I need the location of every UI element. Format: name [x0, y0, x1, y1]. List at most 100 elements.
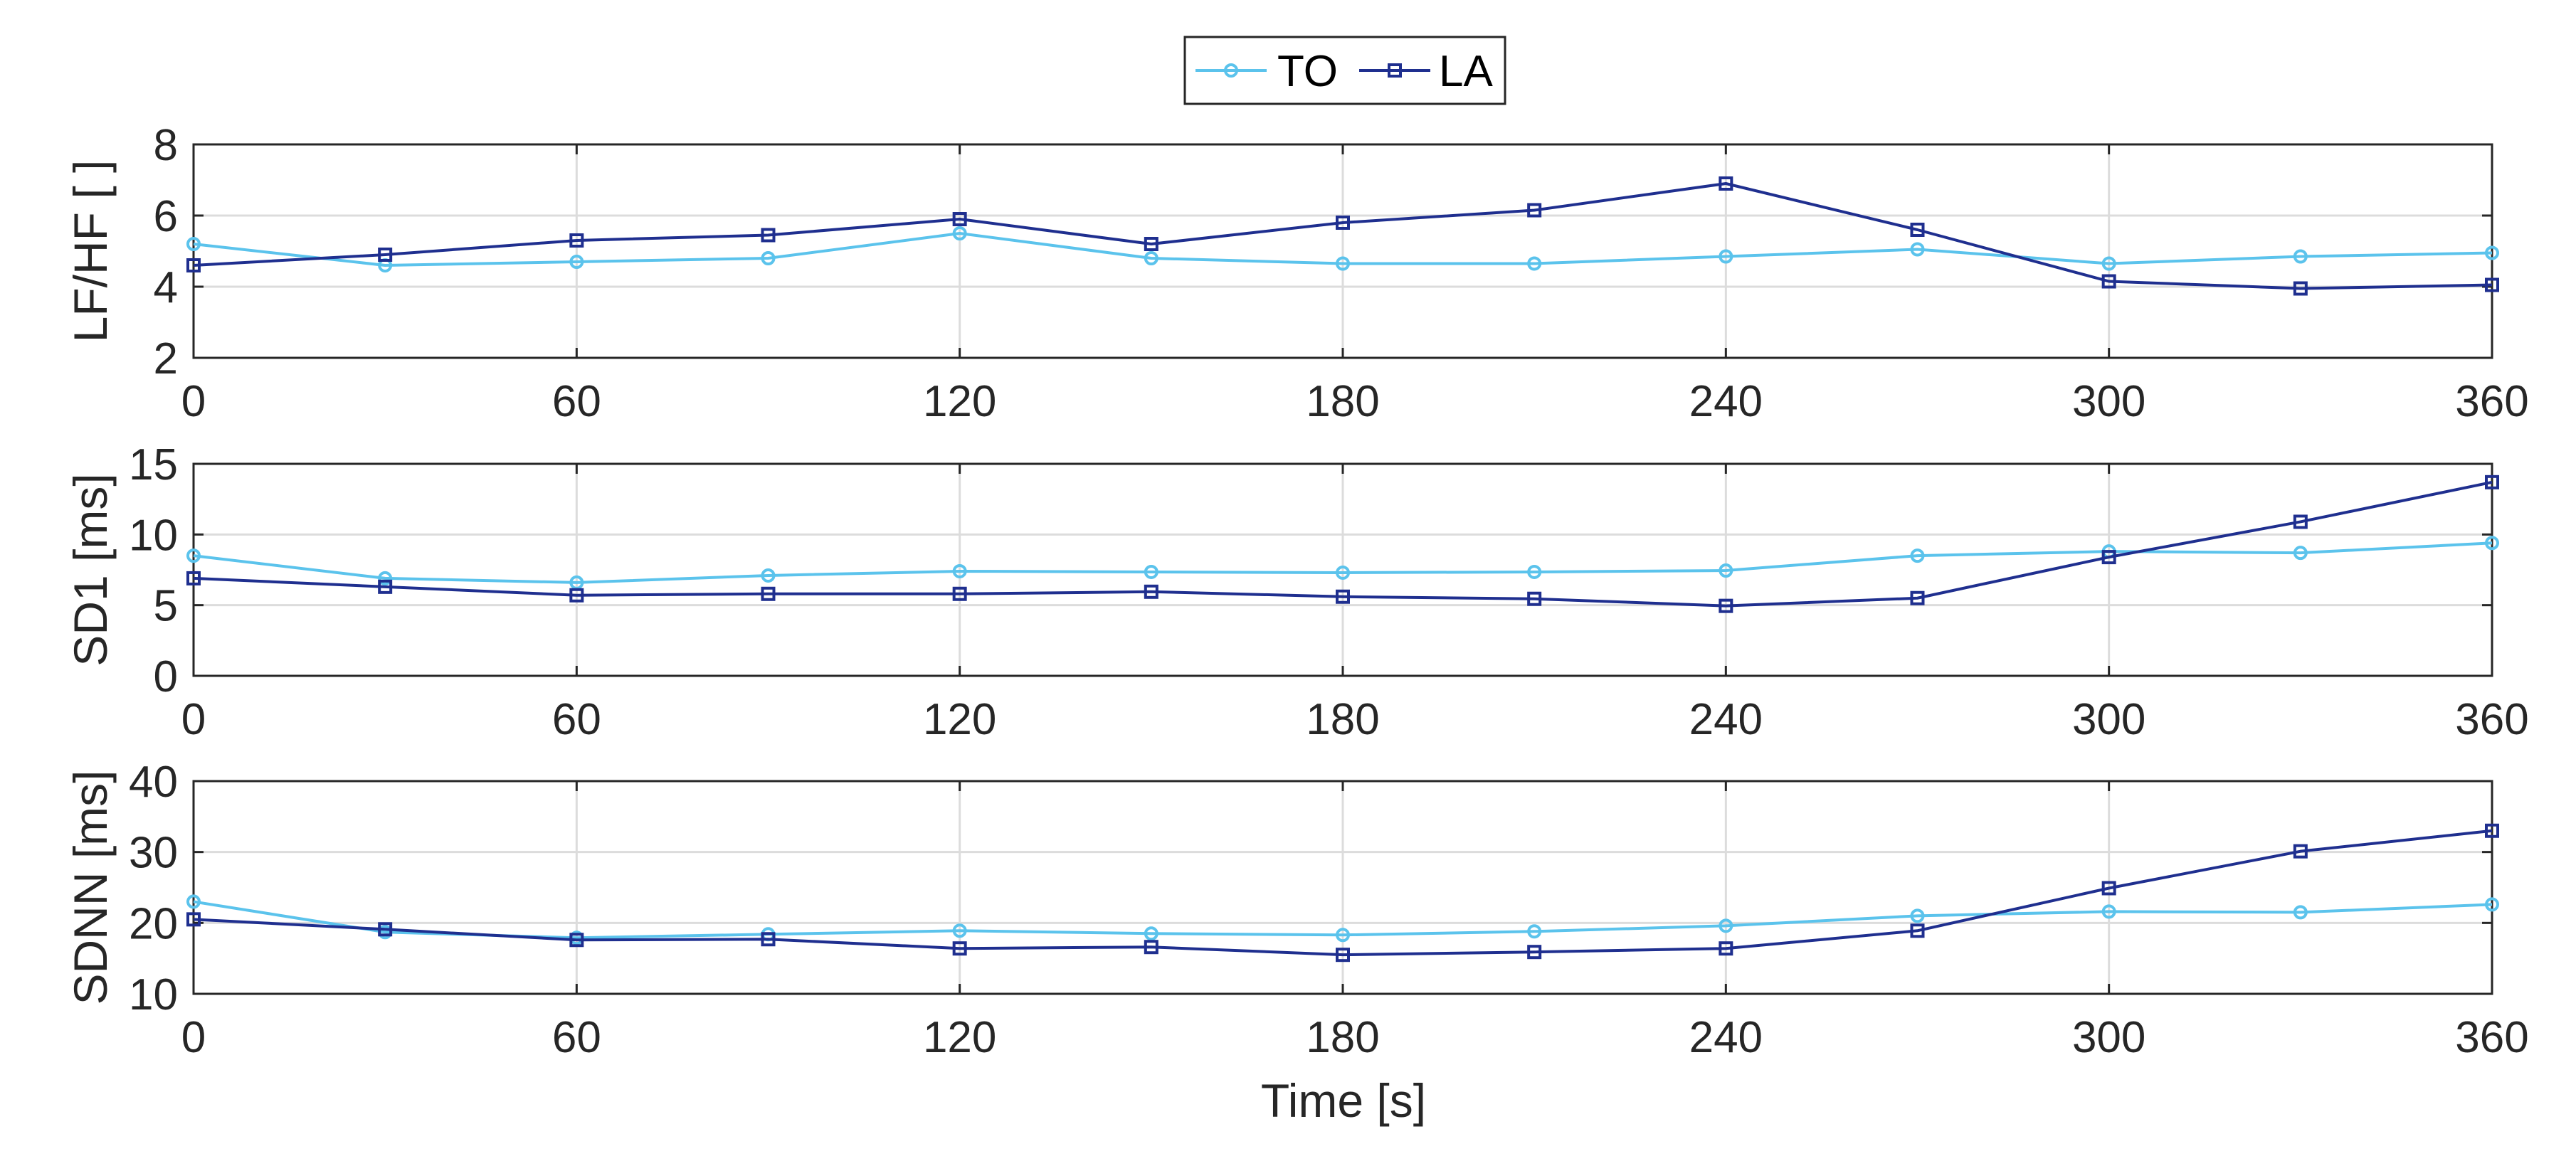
data-point-to: [186, 237, 201, 251]
y-tick-label: 4: [154, 263, 178, 312]
data-point-to: [952, 563, 967, 578]
data-point-to: [1527, 924, 1542, 939]
data-point-la: [1336, 589, 1350, 604]
data-point-la: [1719, 941, 1733, 956]
data-point-la: [2101, 550, 2116, 565]
data-point-to: [1910, 242, 1925, 257]
legend-marker-la: [1388, 63, 1402, 78]
data-point-to: [1719, 563, 1733, 578]
y-tick-label: 20: [129, 899, 178, 948]
panel-lf-hf: 0 60 120 180 240 300 360 2 4 6 8 LF/HF [ ]: [64, 121, 2529, 426]
y-tick-label: 8: [154, 121, 178, 170]
data-point-to: [2485, 245, 2499, 260]
data-point-la: [1527, 945, 1542, 960]
data-point-to: [2293, 249, 2308, 264]
data-point-to: [2101, 904, 2116, 919]
y-tick-label: 0: [154, 652, 178, 701]
data-point-to: [1910, 548, 1925, 563]
data-point-la: [1910, 223, 1925, 237]
data-point-la: [2101, 274, 2116, 289]
x-tick-label: 60: [552, 1013, 601, 1062]
legend: TO LA: [1183, 36, 1506, 105]
series-line-la: [193, 829, 2493, 957]
data-point-to: [1719, 249, 1733, 264]
data-point-to: [1336, 565, 1350, 580]
data-point-to: [2101, 256, 2116, 271]
data-point-to: [186, 548, 201, 563]
data-point-to: [1910, 908, 1925, 923]
x-tick-label: 180: [1306, 377, 1379, 426]
data-point-to: [186, 894, 201, 909]
data-point-la: [1336, 948, 1350, 963]
data-point-to: [1144, 251, 1158, 265]
data-point-to: [1144, 926, 1158, 941]
data-point-la: [378, 922, 393, 937]
data-point-to: [2293, 905, 2308, 920]
data-point-la: [952, 586, 967, 601]
x-tick-label: 180: [1306, 1013, 1379, 1062]
data-point-to: [1719, 918, 1733, 933]
data-point-la: [378, 579, 393, 594]
data-point-to: [1336, 256, 1350, 271]
x-tick-label: 360: [2455, 1013, 2528, 1062]
data-point-la: [569, 588, 584, 603]
y-tick-label: 6: [154, 192, 178, 241]
data-point-to: [1336, 928, 1350, 943]
x-tick-label: 360: [2455, 695, 2528, 744]
series-line-to: [193, 900, 2493, 940]
data-point-la: [2293, 281, 2308, 296]
x-tick-label: 300: [2072, 1013, 2145, 1062]
data-point-to: [761, 568, 776, 583]
x-tick-label: 300: [2072, 377, 2145, 426]
y-tick-label: 5: [154, 582, 178, 631]
data-point-la: [2293, 514, 2308, 529]
data-point-to: [569, 255, 584, 269]
legend-label-to: TO: [1277, 47, 1338, 96]
y-axis-label: LF/HF [ ]: [64, 160, 117, 343]
data-point-la: [1719, 598, 1733, 613]
data-point-la: [1910, 923, 1925, 938]
y-tick-label: 40: [129, 758, 178, 807]
data-point-to: [2485, 536, 2499, 551]
y-tick-label: 2: [154, 334, 178, 383]
x-tick-label: 300: [2072, 695, 2145, 744]
data-point-la: [186, 912, 201, 927]
x-tick-label: 0: [181, 377, 206, 426]
data-point-la: [1527, 591, 1542, 606]
x-tick-label: 180: [1306, 695, 1379, 744]
data-point-la: [1719, 176, 1733, 191]
legend-marker-to: [1224, 63, 1238, 78]
x-axis-label: Time [s]: [1261, 1074, 1426, 1127]
x-tick-label: 240: [1689, 1013, 1763, 1062]
x-tick-label: 60: [552, 695, 601, 744]
x-tick-label: 60: [552, 377, 601, 426]
data-point-to: [2293, 546, 2308, 561]
series-line-la: [193, 480, 2493, 608]
data-point-la: [2293, 844, 2308, 859]
x-tick-label: 240: [1689, 695, 1763, 744]
x-tick-label: 120: [923, 377, 996, 426]
data-point-la: [2485, 277, 2499, 292]
legend-label-la: LA: [1439, 47, 1493, 96]
data-point-la: [952, 941, 967, 956]
data-point-la: [1144, 940, 1158, 955]
data-point-la: [186, 571, 201, 585]
data-point-to: [761, 251, 776, 265]
data-point-to: [1527, 564, 1542, 579]
data-point-to: [378, 571, 393, 585]
data-point-to: [2485, 897, 2499, 912]
series-line-to: [193, 232, 2493, 267]
data-point-la: [2485, 475, 2499, 489]
y-tick-label: 10: [129, 511, 178, 560]
data-point-to: [952, 226, 967, 240]
x-tick-label: 0: [181, 1013, 206, 1062]
y-tick-label: 15: [129, 440, 178, 489]
data-point-la: [952, 212, 967, 226]
data-point-to: [952, 923, 967, 938]
data-point-to: [1527, 256, 1542, 271]
x-tick-label: 120: [923, 695, 996, 744]
data-point-la: [1144, 584, 1158, 599]
y-axis-label: SD1 [ms]: [64, 473, 117, 666]
